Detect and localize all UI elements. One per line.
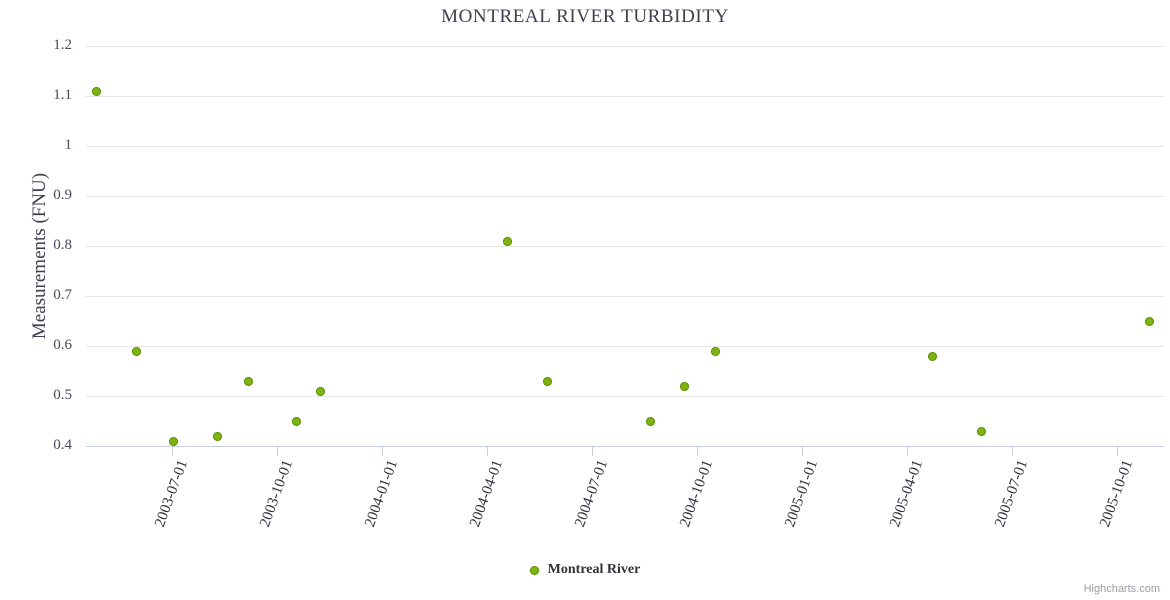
x-axis-tick — [382, 447, 383, 456]
y-axis-tick-label: 0.6 — [53, 337, 72, 353]
x-axis-tick-label: 2005-01-01 — [775, 458, 822, 550]
x-axis-tick-label-text: 2005-04-01 — [887, 458, 927, 530]
x-axis-tick-label: 2004-10-01 — [670, 458, 717, 550]
x-axis-tick-label: 2004-07-01 — [565, 458, 612, 550]
data-point[interactable] — [212, 431, 222, 441]
x-axis-tick — [802, 447, 803, 456]
gridline — [86, 346, 1164, 347]
x-axis-tick-label-text: 2004-07-01 — [572, 458, 612, 530]
data-point[interactable] — [243, 376, 253, 386]
gridline — [86, 196, 1164, 197]
x-axis-tick-label: 2005-10-01 — [1090, 458, 1137, 550]
x-axis-tick — [277, 447, 278, 456]
x-axis-tick-label-text: 2003-07-01 — [152, 458, 192, 530]
x-axis-tick-label: 2004-04-01 — [460, 458, 507, 550]
data-point[interactable] — [168, 436, 178, 446]
gridline — [86, 96, 1164, 97]
data-point[interactable] — [710, 346, 720, 356]
x-axis-tick-label-text: 2005-10-01 — [1097, 458, 1137, 530]
x-axis-tick-label: 2005-07-01 — [985, 458, 1032, 550]
x-axis-tick-label-text: 2005-07-01 — [992, 458, 1032, 530]
x-axis-tick-label-text: 2005-01-01 — [782, 458, 822, 530]
x-axis-line — [86, 446, 1164, 447]
y-axis-tick-label: 1.2 — [53, 37, 72, 53]
gridline — [86, 146, 1164, 147]
data-point[interactable] — [679, 381, 689, 391]
x-axis-tick-label: 2005-04-01 — [880, 458, 927, 550]
y-axis-tick-label: 0.7 — [53, 287, 72, 303]
data-point[interactable] — [542, 376, 552, 386]
y-axis-tick-label: 1.1 — [53, 87, 72, 103]
gridline — [86, 246, 1164, 247]
legend-item-montreal-river[interactable]: Montreal River — [529, 562, 641, 578]
data-point[interactable] — [502, 236, 512, 246]
x-axis-tick-label: 2003-10-01 — [250, 458, 297, 550]
data-point[interactable] — [645, 416, 655, 426]
x-axis-tick-label-text: 2004-10-01 — [677, 458, 717, 530]
data-point[interactable] — [91, 86, 101, 96]
gridline — [86, 296, 1164, 297]
data-point[interactable] — [927, 351, 937, 361]
data-point[interactable] — [315, 386, 325, 396]
x-axis-tick — [592, 447, 593, 456]
x-axis-tick — [487, 447, 488, 456]
y-axis-tick-label: 1 — [64, 137, 73, 153]
legend-marker-icon — [529, 565, 539, 575]
credits-link[interactable]: Highcharts.com — [1083, 583, 1160, 595]
data-point[interactable] — [1144, 316, 1154, 326]
x-axis-tick — [1012, 447, 1013, 456]
x-axis-tick-label-text: 2004-01-01 — [362, 458, 402, 530]
data-point[interactable] — [976, 426, 986, 436]
chart-title: MONTREAL RIVER TURBIDITY — [441, 6, 729, 27]
x-axis-tick — [697, 447, 698, 456]
chart-legend: Montreal River — [0, 562, 1170, 578]
y-axis-tick-label: 0.4 — [53, 437, 72, 453]
x-axis-tick-label-text: 2003-10-01 — [257, 458, 297, 530]
y-axis-tick-label: 0.8 — [53, 237, 72, 253]
y-axis-tick-label: 0.9 — [53, 187, 72, 203]
legend-item-label: Montreal River — [547, 562, 641, 577]
gridline — [86, 46, 1164, 47]
x-axis-tick-label: 2003-07-01 — [145, 458, 192, 550]
x-axis-tick — [1117, 447, 1118, 456]
x-axis-tick-label-text: 2004-04-01 — [467, 458, 507, 530]
x-axis-tick — [172, 447, 173, 456]
y-axis-tick-label: 0.5 — [53, 387, 72, 403]
x-axis-tick-label: 2004-01-01 — [355, 458, 402, 550]
data-point[interactable] — [131, 346, 141, 356]
x-axis-tick — [907, 447, 908, 456]
data-point[interactable] — [291, 416, 301, 426]
gridline — [86, 396, 1164, 397]
plot-area — [86, 46, 1164, 446]
